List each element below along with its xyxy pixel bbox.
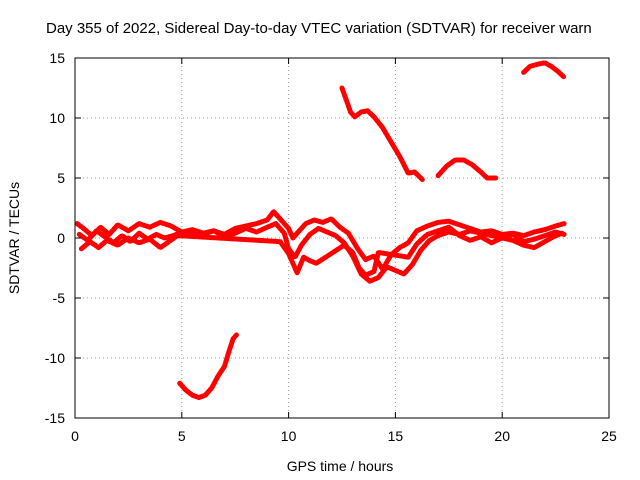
series-seg-mid-1-core <box>340 86 425 182</box>
chart-title: Day 355 of 2022, Sidereal Day-to-day VTE… <box>46 20 592 37</box>
tick-marks <box>74 57 610 419</box>
x-tick-label: 15 <box>388 428 404 444</box>
x-tick-label: 25 <box>601 428 617 444</box>
y-tick-label: -15 <box>45 410 65 426</box>
x-tick-label: 0 <box>71 428 79 444</box>
series-seg-mid-2-core <box>436 158 498 180</box>
x-axis-label: GPS time / hours <box>287 458 394 474</box>
y-tick-label: 10 <box>49 110 65 126</box>
series-baseline-b-core <box>78 222 566 283</box>
series-layer <box>74 60 567 401</box>
series-seg-low-core <box>178 332 239 399</box>
y-tick-labels: -15 -10 -5 0 5 10 15 <box>45 50 65 426</box>
y-tick-label: 5 <box>57 170 65 186</box>
x-tick-labels: 0 5 10 15 20 25 <box>71 428 617 444</box>
x-tick-label: 20 <box>494 428 510 444</box>
y-tick-label: -10 <box>45 350 65 366</box>
x-tick-label: 5 <box>178 428 186 444</box>
y-axis-label: SDTVAR / TECUs <box>6 182 22 294</box>
x-tick-label: 10 <box>281 428 297 444</box>
y-tick-label: 15 <box>49 50 65 66</box>
y-tick-label: -5 <box>53 290 66 306</box>
series-seg-high-core <box>522 61 566 79</box>
series-baseline-c-core <box>80 225 564 277</box>
y-tick-label: 0 <box>57 230 65 246</box>
